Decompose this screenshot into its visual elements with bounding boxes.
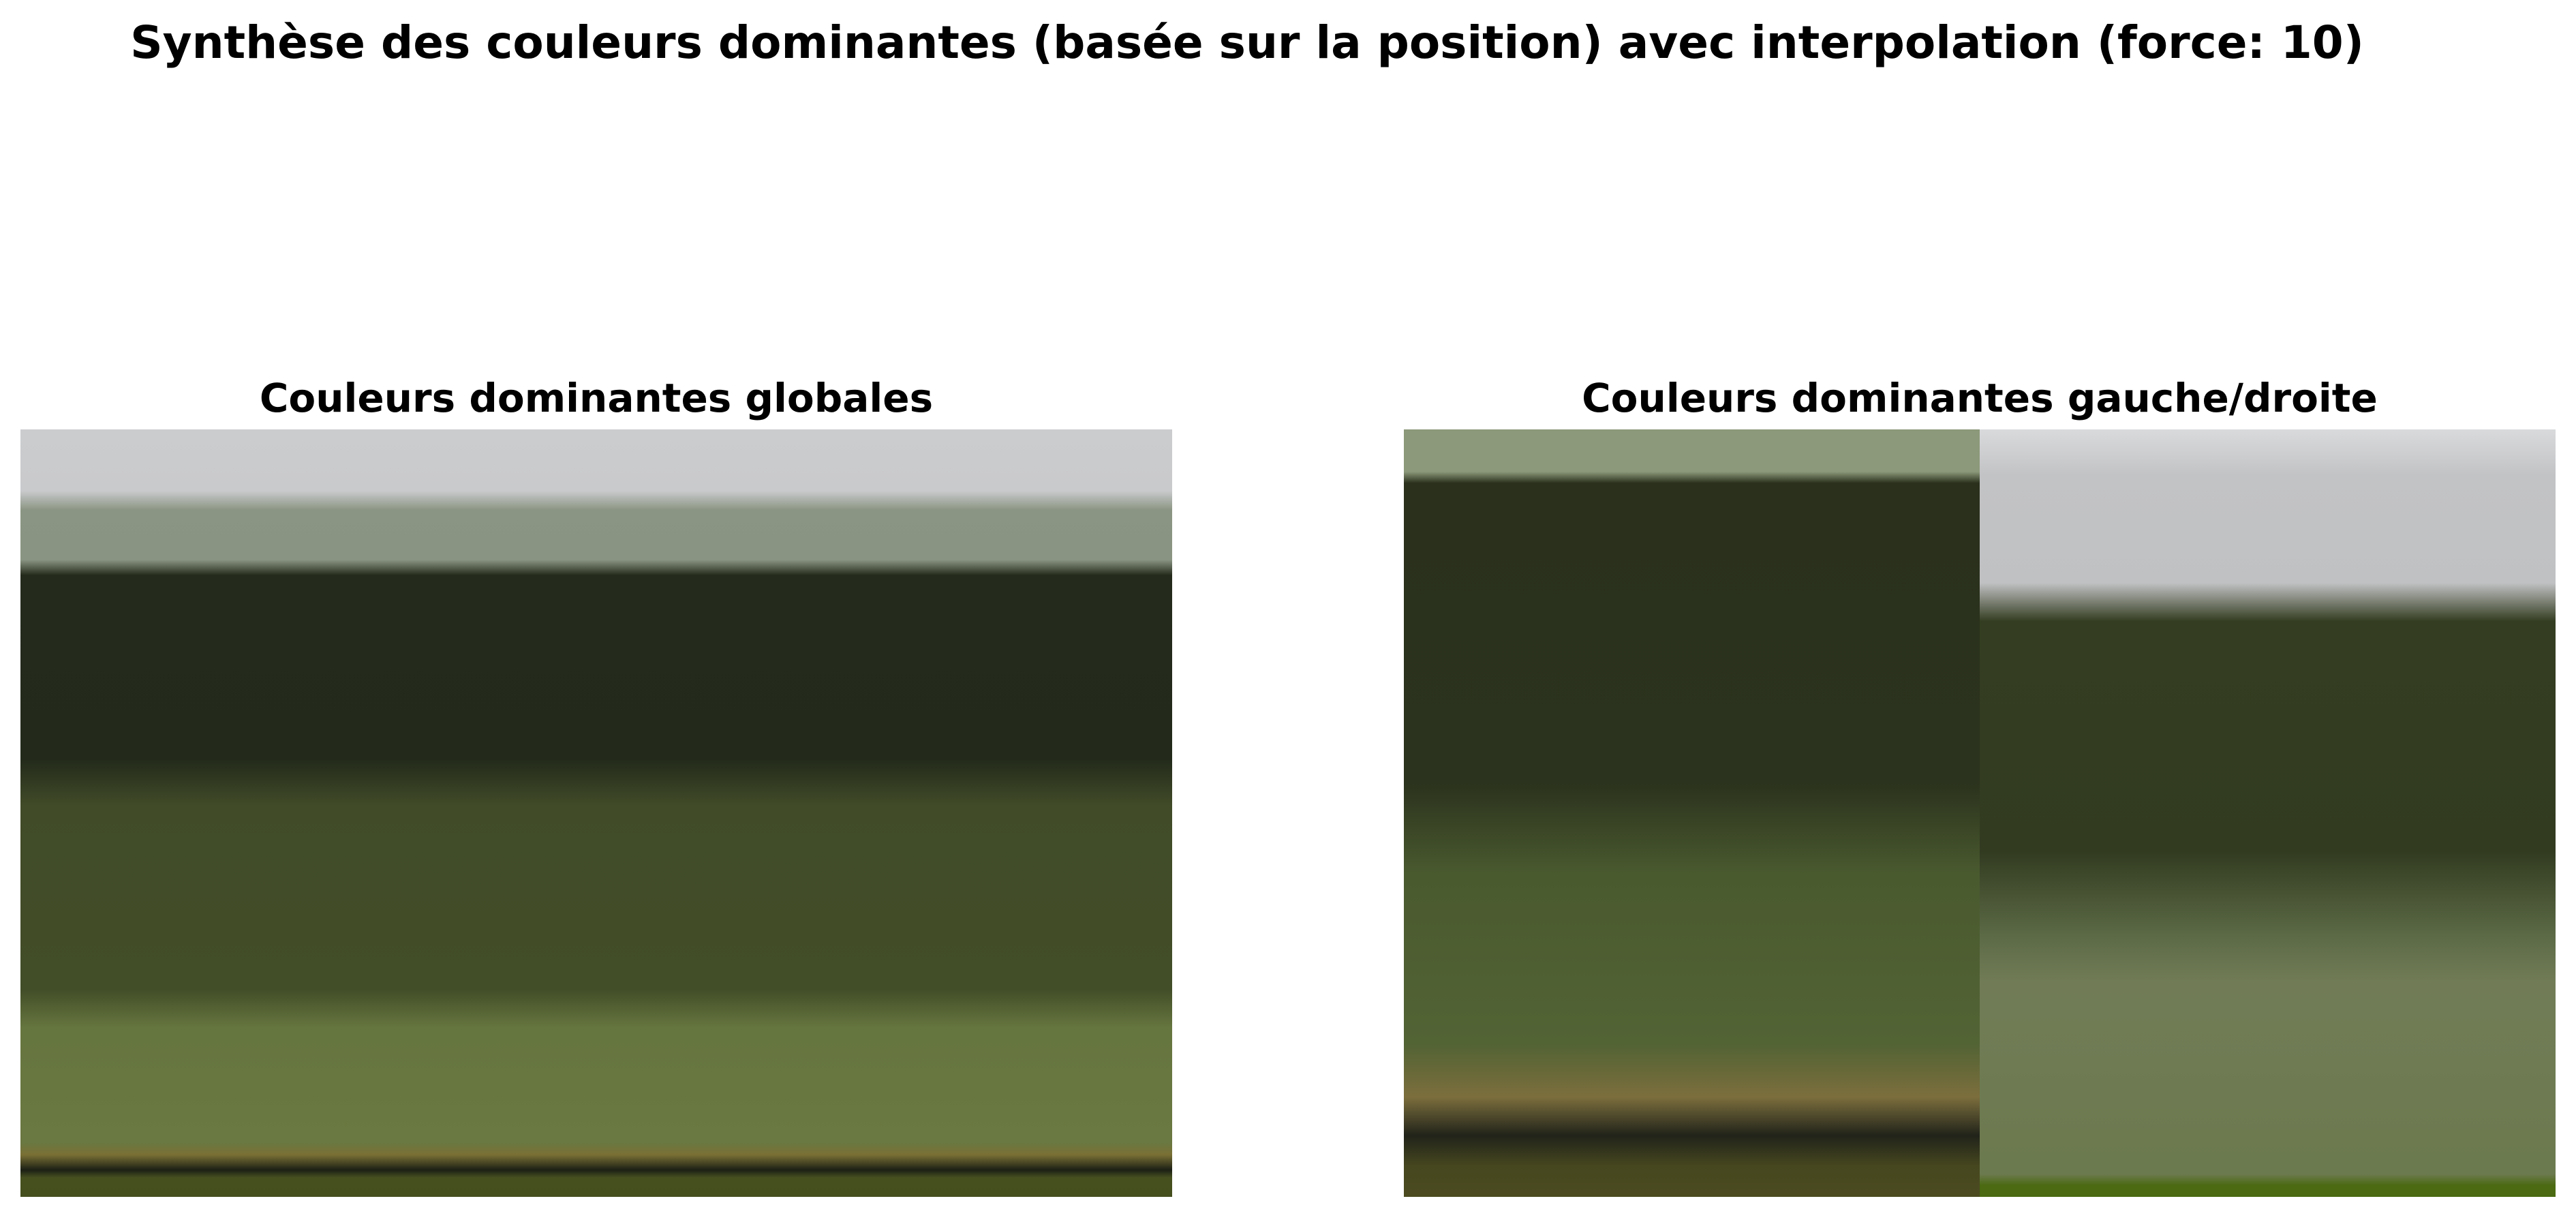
panel-title-left-right: Couleurs dominantes gauche/droite: [1582, 375, 2378, 421]
right-color-strip: [1980, 429, 2556, 1197]
global-color-strip: [20, 429, 1172, 1197]
figure-title: Synthèse des couleurs dominantes (basée …: [130, 16, 2364, 69]
panel-title-global: Couleurs dominantes globales: [259, 375, 934, 421]
left-color-strip: [1404, 429, 1980, 1197]
